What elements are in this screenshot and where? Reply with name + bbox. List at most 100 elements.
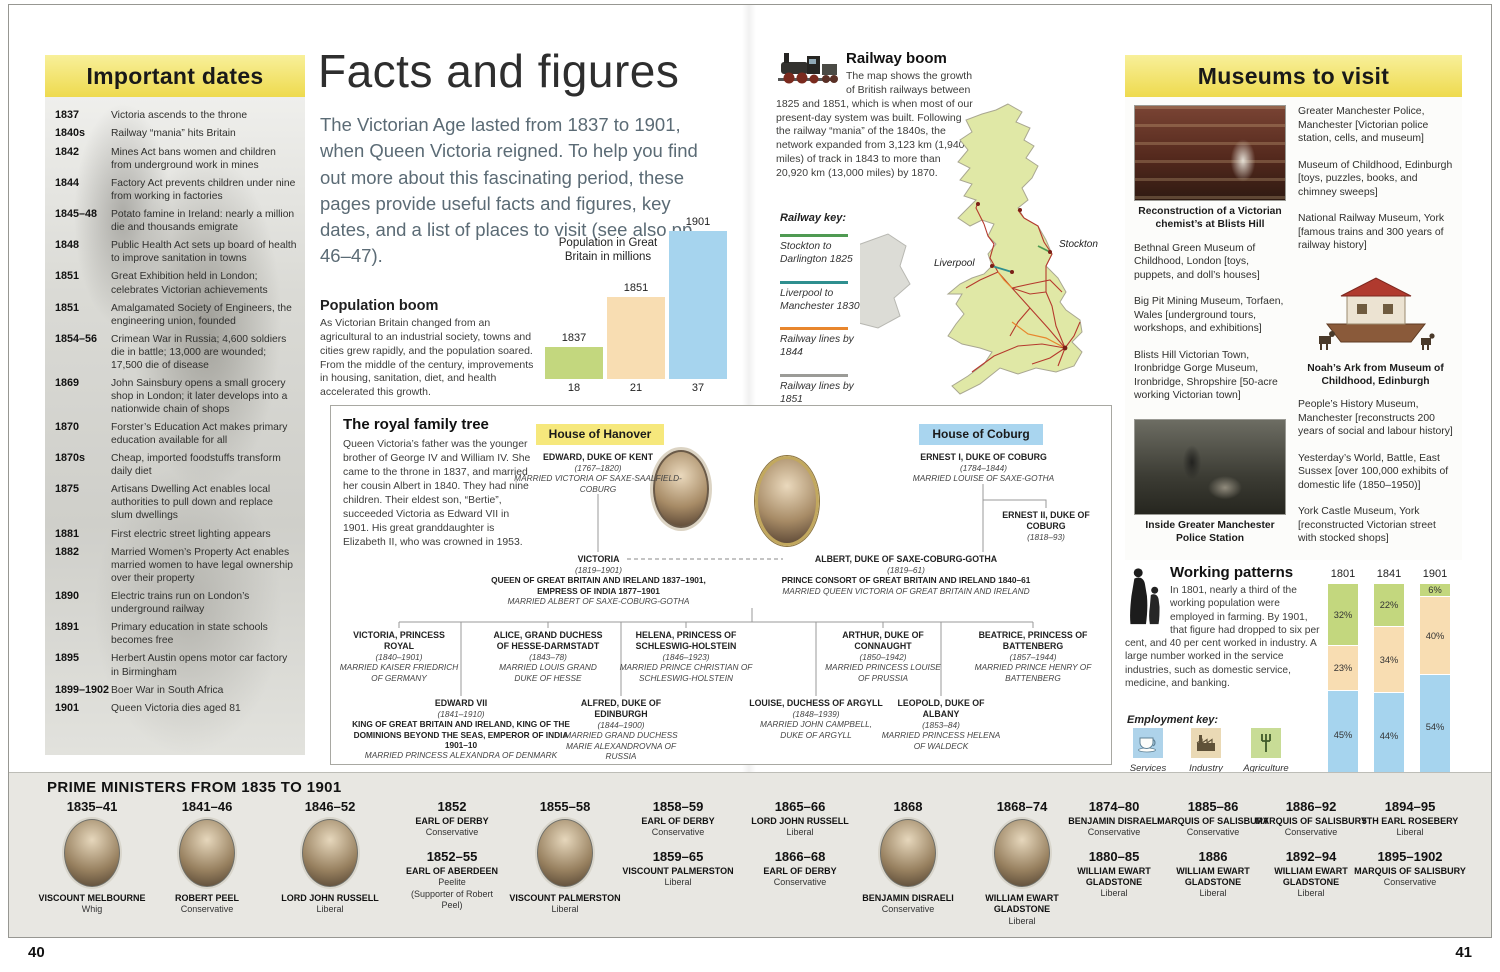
albert-portrait: [755, 456, 819, 546]
date-year: 1901: [55, 702, 80, 715]
pm-portrait-photo: [302, 819, 358, 887]
population-boom-text: As Victorian Britain changed from an agr…: [320, 317, 534, 399]
date-text: Mines Act bans women and children from u…: [111, 146, 276, 172]
railway-key-entry: Railway lines by 1851: [780, 374, 872, 407]
museum-item: Greater Manchester Police, Manchester [V…: [1298, 106, 1429, 145]
bar-value: 18: [567, 382, 581, 394]
museum-item: Big Pit Mining Museum, Torfaen, Wales [u…: [1134, 296, 1284, 335]
family-tree-text: Queen Victoria’s father was the younger …: [343, 439, 531, 548]
page-frame: [8, 4, 1492, 938]
tree-person-beatrice: BEATRICE, PRINCESS OF BATTENBERG (1857–1…: [974, 630, 1092, 683]
museum-item: Yesterday’s World, Battle, East Sussex […: [1298, 452, 1449, 491]
stacked-bar-1901: 1901 6 40 54: [1420, 568, 1450, 779]
map-of-britain: Stockton Liverpool: [854, 103, 1110, 395]
employment-key-services: Services: [1125, 728, 1171, 774]
railway-key: Railway key: Stockton to Darlington 1825…: [780, 212, 872, 421]
museum-item: York Castle Museum, York [reconstructed …: [1298, 506, 1436, 545]
key-label: Railway lines by 1844: [780, 334, 854, 359]
date-row: 1851 Great Exhibition held in London; cel…: [55, 270, 297, 296]
date-text: Boer War in South Africa: [111, 684, 224, 696]
stacked-bar-1801: 1801 32 23 45: [1328, 568, 1358, 779]
segment-industry: 34: [1374, 627, 1404, 693]
date-row: 1870 Forster’s Education Act makes primar…: [55, 421, 297, 447]
segment-agriculture: 6: [1420, 584, 1450, 597]
population-bar-1837: 1837 18: [545, 212, 603, 394]
railway-lines-1844: [997, 271, 1066, 349]
date-year: 1891: [55, 621, 80, 634]
date-year: 1845–48: [55, 208, 98, 221]
prime-ministers-title: PRIME MINISTERS FROM 1835 TO 1901: [47, 779, 342, 796]
date-row: 1845–48 Potato famine in Ireland: nearly …: [55, 208, 297, 234]
population-chart-title: Population in Great Britain in millions: [558, 237, 658, 264]
museums-column-left: Reconstruction of a Victorian chemist’s …: [1134, 105, 1286, 559]
date-row: 1899–1902 Boer War in South Africa: [55, 684, 297, 697]
railway-map: Stockton Liverpool: [854, 96, 1116, 412]
date-year: 1844: [55, 177, 80, 190]
museums-title: Museums to visit: [1125, 55, 1462, 97]
working-patterns-section: Working patterns In 1801, nearly a third…: [1125, 562, 1462, 790]
pm-column-derby-aberdeen: 1852 EARL OF DERBY Conservative 1852–55 …: [405, 799, 498, 911]
date-text: Crimean War in Russia; 4,600 soldiers di…: [111, 333, 287, 371]
museum-item: Bethnal Green Museum of Childhood, Londo…: [1134, 242, 1260, 281]
date-row: 1840s Railway “mania” hits Britain: [55, 127, 297, 140]
page-title: Facts and figures: [318, 45, 680, 97]
date-year: 1840s: [55, 127, 86, 140]
date-year: 1870s: [55, 452, 86, 465]
royal-family-tree: The royal family tree Queen Victoria’s f…: [330, 405, 1112, 765]
date-text: John Sainsbury opens a small grocery sho…: [111, 377, 288, 416]
important-dates-panel: Important dates 1837 Victoria ascends to …: [45, 55, 305, 755]
date-year: 1882: [55, 546, 80, 559]
bar-year-label: 1837: [561, 332, 587, 344]
pm-column-melbourne: 1835–41 VISCOUNT MELBOURNE Whig: [38, 799, 146, 915]
tree-person-albert: ALBERT, DUKE OF SAXE-COBURG-GOTHA (1819–…: [781, 554, 1031, 596]
victorian-figures-illustration: [1130, 568, 1160, 625]
agriculture-tile: [1251, 728, 1281, 758]
bar-1901: [669, 231, 727, 379]
industry-tile: [1191, 728, 1221, 758]
bar-1837: [545, 347, 603, 379]
pm-portrait-photo: [537, 819, 593, 887]
date-text: Great Exhibition held in London; celebra…: [111, 271, 268, 296]
bar-1851: [607, 297, 665, 379]
date-row: 1837 Victoria ascends to the throne: [55, 109, 297, 122]
page-number-right: 41: [1455, 944, 1472, 961]
museum-item: Blists Hill Victorian Town, Ironbridge G…: [1134, 349, 1278, 402]
bar-year-label: 1901: [1422, 568, 1448, 580]
date-year: 1895: [55, 652, 80, 665]
date-text: Queen Victoria dies aged 81: [111, 703, 241, 715]
date-year: 1890: [55, 590, 80, 603]
pm-column-disraeli-gladstone: 1874–80 BENJAMIN DISRAELI Conservative 1…: [1068, 799, 1160, 898]
railway-key-entry: Liverpool to Manchester 1830: [780, 280, 872, 314]
segment-services: 44: [1374, 693, 1404, 779]
pm-column-salisbury-gladstone-1: 1885–86 MARQUIS OF SALISBURY Conservativ…: [1157, 799, 1269, 898]
date-row: 1890 Electric trains run on London’s unde…: [55, 590, 297, 616]
date-text: Factory Act prevents children under nine…: [111, 178, 296, 203]
pm-portrait-photo: [179, 819, 235, 887]
pm-column-disraeli: 1868 BENJAMIN DISRAELI Conservative: [862, 799, 954, 915]
date-row: 1842 Mines Act bans women and children fr…: [55, 146, 297, 172]
segment-industry: 23: [1328, 646, 1358, 691]
date-row: 1869 John Sainsbury opens a small grocery…: [55, 377, 297, 416]
date-text: Potato famine in Ireland: nearly a milli…: [111, 209, 295, 234]
liverpool-label-bg: [930, 256, 988, 269]
tree-person-edward-kent: EDWARD, DUKE OF KENT (1767–1820) MARRIED…: [514, 452, 682, 494]
bar-year-label: 1841: [1376, 568, 1402, 580]
important-dates-list: 1837 Victoria ascends to the throne 1840s…: [45, 97, 305, 755]
museum-item: National Railway Museum, York [famous tr…: [1298, 213, 1445, 252]
railway-boom-heading: Railway boom: [846, 50, 947, 67]
date-row: 1851 Amalgamated Society of Engineers, th…: [55, 302, 297, 328]
population-boom-heading: Population boom: [320, 298, 439, 314]
family-tree-heading: The royal family tree: [343, 416, 489, 433]
key-swatch-gray: [780, 374, 848, 378]
key-swatch-teal: [780, 280, 848, 284]
tree-person-edward-vii: EDWARD VII (1841–1910) KING OF GREAT BRI…: [352, 698, 570, 761]
museums-panel: Museums to visit Reconstruction of a Vic…: [1125, 55, 1462, 560]
employment-key-industry: Industry: [1183, 728, 1229, 774]
date-row: 1882 Married Women’s Property Act enables…: [55, 546, 297, 585]
segment-industry: 40: [1420, 597, 1450, 675]
tree-person-ernest2: ERNEST II, DUKE OF COBURG (1818–93): [1002, 510, 1090, 542]
chemist-photo-caption: Reconstruction of a Victorian chemist’s …: [1138, 206, 1282, 230]
date-year: 1881: [55, 527, 80, 540]
railway-key-entry: Railway lines by 1844: [780, 327, 872, 360]
